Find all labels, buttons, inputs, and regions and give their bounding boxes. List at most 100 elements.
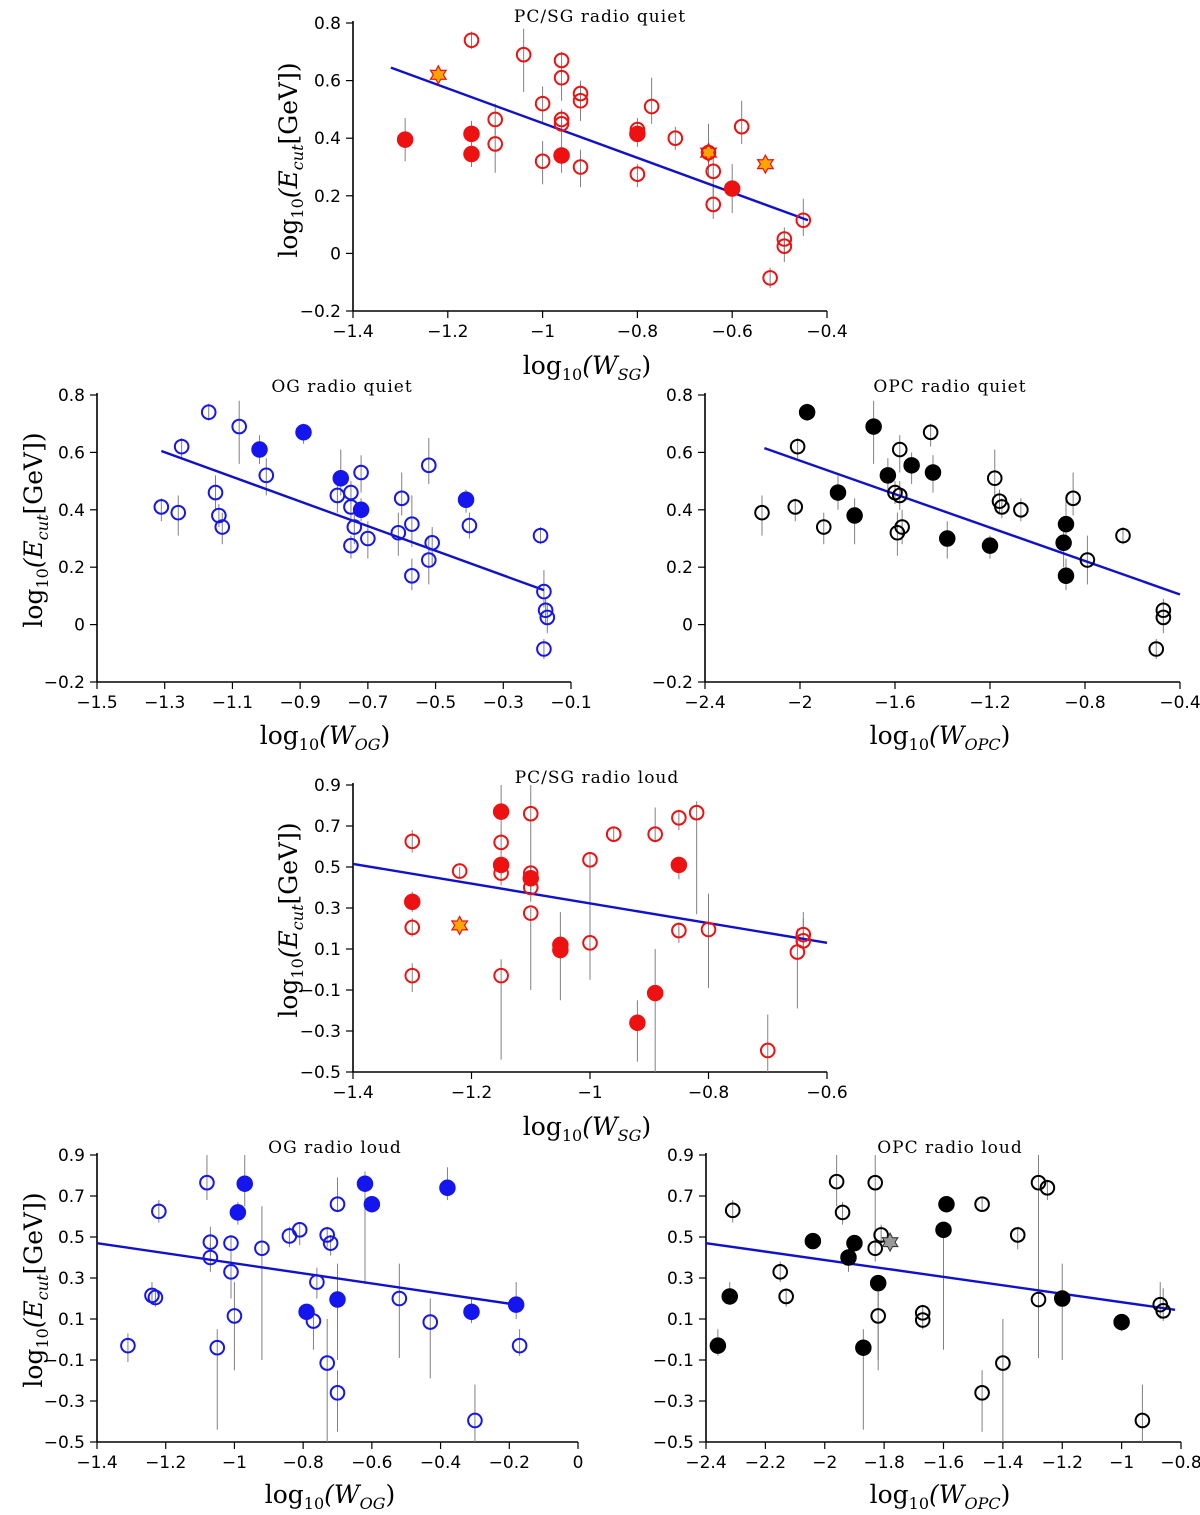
data-point-open: [404, 516, 420, 532]
x-tick-label: −2: [787, 693, 812, 713]
y-tick-label: 0.6: [666, 443, 693, 463]
data-point-filled: [298, 1303, 315, 1321]
x-label-var: (W: [929, 1480, 967, 1509]
x-tick-label: −0.8: [1160, 1453, 1200, 1473]
y-tick-label: −0.2: [44, 673, 85, 693]
data-point-filled: [1057, 567, 1075, 585]
data-point-open: [404, 568, 420, 584]
data-point-filled: [804, 1232, 822, 1250]
data-point-open: [914, 1305, 931, 1321]
data-point-open: [463, 32, 480, 49]
data-point-open: [643, 98, 660, 115]
fit-line: [96, 1241, 517, 1306]
x-tick-label: −1: [222, 1453, 247, 1473]
data-point-open: [421, 457, 437, 474]
x-tick-label: −2: [812, 1453, 837, 1473]
x-tick-label: −1.2: [145, 1453, 186, 1473]
data-point-open: [532, 527, 549, 544]
data-point-open: [1030, 1174, 1047, 1191]
data-point-open: [553, 69, 570, 86]
y-label-varsub: cut: [33, 1274, 52, 1300]
data-point-open: [200, 404, 217, 421]
data-point-open: [223, 1264, 239, 1280]
data-point-filled: [229, 1204, 247, 1221]
data-point-open: [705, 163, 722, 180]
x-label-close: ): [641, 351, 651, 380]
x-label-close: ): [386, 1480, 396, 1509]
y-label-base: log: [274, 219, 303, 258]
data-point-open: [605, 826, 622, 843]
data-point-filled: [329, 1291, 346, 1308]
data-point-filled: [553, 147, 570, 164]
data-point-open: [776, 231, 793, 247]
data-point-open: [493, 834, 509, 851]
x-label-base: log: [870, 721, 909, 750]
data-point-open: [254, 1240, 270, 1257]
data-point-open: [867, 1174, 884, 1191]
x-tick-label: −0.9: [280, 693, 321, 713]
y-tick-label: 0.9: [314, 776, 341, 796]
x-tick-label: −1: [1109, 1453, 1134, 1473]
y-tick-label: 0.6: [314, 72, 341, 92]
x-tick-label: −0.4: [1159, 693, 1200, 713]
data-point-filled: [356, 1175, 374, 1192]
data-point-open: [319, 1227, 335, 1243]
panel-pcsg-loud: PC/SG radio loud −1.4 −1.2 −1 −0.8 −0.6 −0.5 −…: [274, 768, 848, 1145]
data-point-open: [493, 967, 509, 984]
y-tick-label: 0.2: [666, 558, 693, 578]
x-label-var: (W: [582, 1112, 620, 1141]
data-point-filled: [829, 484, 847, 501]
y-tick-label: 0.4: [666, 501, 693, 521]
data-point-open: [309, 1274, 325, 1290]
data-point-open: [733, 118, 750, 135]
x-label-sub: 10: [909, 1494, 929, 1513]
y-tick-label: 0.8: [666, 386, 693, 406]
data-point-open: [421, 552, 437, 568]
x-label-var: (W: [582, 351, 620, 380]
data-point-open: [537, 602, 554, 619]
data-point-filled: [363, 1195, 381, 1213]
y-axis-label: log10(Ecut[GeV]): [19, 1192, 52, 1387]
y-axis-label: log10(Ecut[GeV]): [274, 822, 307, 1017]
data-point-open: [986, 470, 1003, 487]
panel-title: OPC radio loud: [877, 1138, 1023, 1158]
x-label-varsub: OG: [355, 735, 381, 754]
x-label-base: log: [260, 721, 299, 750]
data-point-filled: [352, 501, 370, 519]
data-point-filled: [855, 1339, 872, 1356]
data-point-open: [120, 1337, 136, 1354]
x-label-sub: 10: [909, 735, 929, 754]
data-point-filled: [865, 418, 882, 435]
data-point-open: [1009, 1227, 1026, 1243]
data-point-filled: [879, 467, 897, 484]
y-tick-label: 0.1: [667, 1310, 694, 1330]
data-point-filled: [903, 457, 920, 474]
y-tick-label: 0: [330, 244, 341, 264]
y-label-sub: 10: [33, 568, 52, 588]
y-label-var: (E: [274, 930, 303, 958]
data-point-open: [346, 519, 363, 535]
x-tick-label: −1.4: [982, 1453, 1023, 1473]
y-label-varsub: cut: [33, 514, 52, 540]
x-tick-label: −0.8: [688, 1083, 729, 1103]
y-tick-label: 0.5: [667, 1228, 694, 1248]
data-point-open: [515, 46, 532, 63]
data-point-open: [147, 1289, 164, 1306]
data-point-open: [1115, 527, 1131, 544]
data-point-open: [724, 1202, 741, 1219]
data-point-open: [572, 159, 589, 175]
data-point-open: [199, 1174, 215, 1191]
data-point-filled: [840, 1249, 857, 1266]
x-tick-label: −2.4: [684, 693, 725, 713]
x-axis-label: log10(WOG): [265, 1480, 396, 1513]
data-point-open: [534, 95, 551, 112]
data-point-filled: [939, 530, 956, 547]
x-tick-label: −1.8: [863, 1453, 904, 1473]
data-point-filled: [507, 1296, 525, 1313]
data-point-open: [539, 609, 556, 626]
x-tick-label: −0.6: [806, 1083, 847, 1103]
data-point-filled: [463, 145, 480, 163]
y-tick-label: 0.5: [58, 1228, 85, 1248]
data-point-open: [787, 499, 804, 515]
data-point-open: [705, 196, 722, 213]
